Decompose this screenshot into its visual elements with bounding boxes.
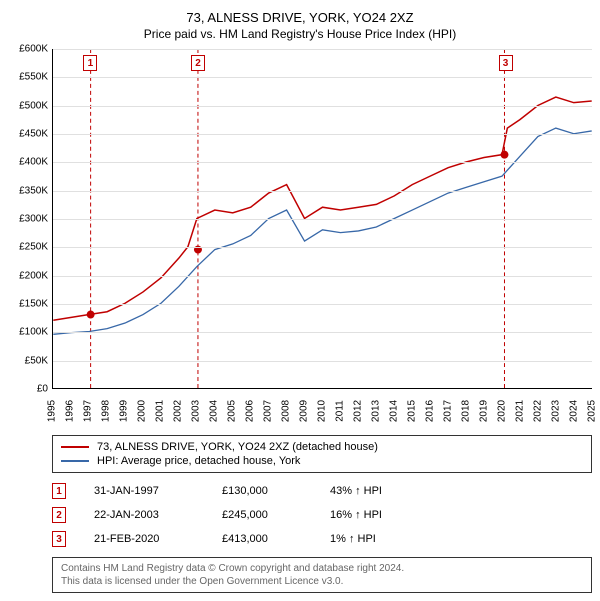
marker-number-box: 1 — [83, 55, 97, 71]
x-tick-label: 2025 — [587, 400, 598, 422]
transaction-row: 1 31-JAN-1997 £130,000 43% ↑ HPI — [52, 479, 592, 503]
x-tick-label: 2008 — [281, 400, 292, 422]
transaction-delta: 16% ↑ HPI — [330, 509, 430, 521]
gridline — [53, 134, 592, 135]
y-tick-label: £400K — [19, 157, 48, 168]
legend-label: 73, ALNESS DRIVE, YORK, YO24 2XZ (detach… — [97, 441, 378, 453]
transaction-date: 22-JAN-2003 — [94, 509, 204, 521]
gridline — [53, 162, 592, 163]
y-tick-label: £300K — [19, 214, 48, 225]
transaction-row: 3 21-FEB-2020 £413,000 1% ↑ HPI — [52, 527, 592, 551]
y-tick-label: £50K — [25, 355, 48, 366]
x-tick-label: 2020 — [497, 400, 508, 422]
chart-subtitle: Price paid vs. HM Land Registry's House … — [8, 27, 592, 41]
gridline — [53, 332, 592, 333]
x-tick-label: 2007 — [263, 400, 274, 422]
marker-dot — [87, 311, 95, 319]
gridline — [53, 219, 592, 220]
x-tick-label: 2012 — [353, 400, 364, 422]
x-tick-label: 2021 — [515, 400, 526, 422]
marker-number-box: 2 — [191, 55, 205, 71]
y-tick-label: £150K — [19, 299, 48, 310]
marker-dot — [500, 151, 508, 159]
legend-item: HPI: Average price, detached house, York — [61, 454, 583, 468]
x-tick-label: 2003 — [191, 400, 202, 422]
x-tick-label: 1997 — [83, 400, 94, 422]
x-tick-label: 2014 — [389, 400, 400, 422]
transaction-delta: 43% ↑ HPI — [330, 485, 430, 497]
gridline — [53, 361, 592, 362]
y-axis-labels: £0£50K£100K£150K£200K£250K£300K£350K£400… — [8, 49, 50, 389]
plot-area: 1 2 3 — [52, 49, 592, 389]
gridline — [53, 191, 592, 192]
x-axis-labels: 1995199619971998199920002001200220032004… — [52, 393, 592, 429]
x-tick-label: 2000 — [137, 400, 148, 422]
legend-swatch — [61, 460, 89, 462]
transaction-number-box: 1 — [52, 483, 66, 499]
legend-item: 73, ALNESS DRIVE, YORK, YO24 2XZ (detach… — [61, 440, 583, 454]
x-tick-label: 2006 — [245, 400, 256, 422]
y-tick-label: £500K — [19, 100, 48, 111]
x-tick-label: 1999 — [119, 400, 130, 422]
chart-area: £0 £50K £100K £150K £200K £250K £300K £350K £400… — [8, 49, 592, 429]
x-tick-label: 1998 — [101, 400, 112, 422]
x-tick-label: 2005 — [227, 400, 238, 422]
legend-label: HPI: Average price, detached house, York — [97, 455, 300, 467]
footer-line-1: Contains HM Land Registry data © Crown c… — [61, 562, 583, 575]
transaction-number-box: 2 — [52, 507, 66, 523]
x-tick-label: 2011 — [335, 400, 346, 422]
x-tick-label: 2024 — [569, 400, 580, 422]
x-tick-label: 2017 — [443, 400, 454, 422]
transaction-price: £245,000 — [222, 509, 312, 521]
gridline — [53, 77, 592, 78]
y-tick-label: £350K — [19, 185, 48, 196]
x-tick-label: 2022 — [533, 400, 544, 422]
transaction-row: 2 22-JAN-2003 £245,000 16% ↑ HPI — [52, 503, 592, 527]
marker-number-box: 3 — [499, 55, 513, 71]
y-tick-label: £550K — [19, 72, 48, 83]
transaction-date: 21-FEB-2020 — [94, 533, 204, 545]
gridline — [53, 106, 592, 107]
x-tick-label: 1996 — [65, 400, 76, 422]
footer-line-2: This data is licensed under the Open Gov… — [61, 575, 583, 588]
x-tick-label: 2023 — [551, 400, 562, 422]
x-tick-label: 2002 — [173, 400, 184, 422]
chart-title: 73, ALNESS DRIVE, YORK, YO24 2XZ — [8, 10, 592, 25]
gridline — [53, 247, 592, 248]
transaction-table: 1 31-JAN-1997 £130,000 43% ↑ HPI 2 22-JAN-200… — [52, 479, 592, 551]
x-tick-label: 2004 — [209, 400, 220, 422]
x-tick-label: 2009 — [299, 400, 310, 422]
transaction-delta: 1% ↑ HPI — [330, 533, 430, 545]
gridline — [53, 49, 592, 50]
series-property — [53, 97, 591, 320]
x-tick-label: 2018 — [461, 400, 472, 422]
x-tick-label: 2016 — [425, 400, 436, 422]
x-tick-label: 2019 — [479, 400, 490, 422]
y-tick-label: £100K — [19, 327, 48, 338]
x-tick-label: 2001 — [155, 400, 166, 422]
y-tick-label: £450K — [19, 129, 48, 140]
x-tick-label: 2010 — [317, 400, 328, 422]
transaction-number-box: 3 — [52, 531, 66, 547]
gridline — [53, 276, 592, 277]
y-tick-label: £200K — [19, 270, 48, 281]
x-tick-label: 1995 — [47, 400, 58, 422]
y-tick-label: £0 — [37, 384, 48, 395]
legend-swatch — [61, 446, 89, 448]
legend-box: 73, ALNESS DRIVE, YORK, YO24 2XZ (detach… — [52, 435, 592, 473]
transaction-date: 31-JAN-1997 — [94, 485, 204, 497]
footer-box: Contains HM Land Registry data © Crown c… — [52, 557, 592, 593]
y-tick-label: £250K — [19, 242, 48, 253]
transaction-price: £130,000 — [222, 485, 312, 497]
transaction-price: £413,000 — [222, 533, 312, 545]
x-tick-label: 2015 — [407, 400, 418, 422]
x-tick-label: 2013 — [371, 400, 382, 422]
y-tick-label: £600K — [19, 44, 48, 55]
gridline — [53, 304, 592, 305]
